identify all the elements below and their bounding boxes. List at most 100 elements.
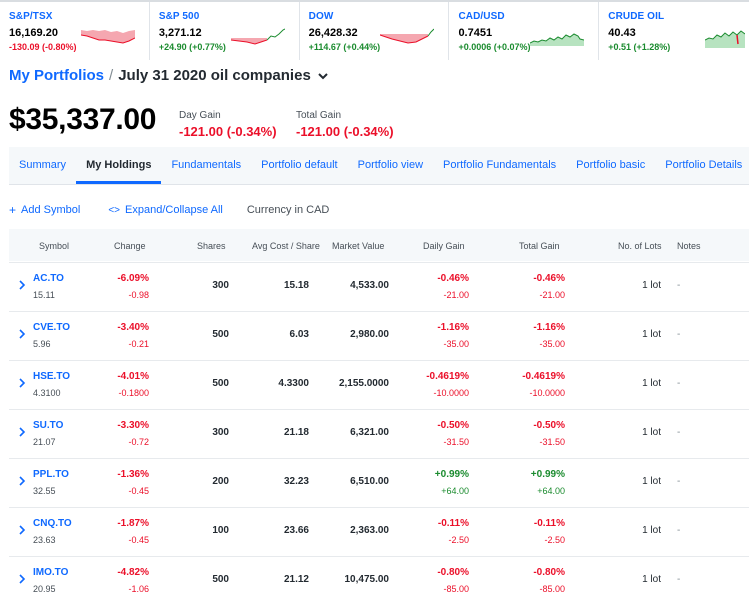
symbol-link[interactable]: HSE.TO xyxy=(33,371,71,382)
expand-collapse-label: Expand/Collapse All xyxy=(125,204,223,216)
tab-portfolio-fundamentals[interactable]: Portfolio Fundamentals xyxy=(443,159,557,171)
lots-value[interactable]: 1 lot xyxy=(642,476,661,487)
day-gain-label: Day Gain xyxy=(179,110,221,121)
notes-value[interactable]: - xyxy=(677,378,681,389)
table-row[interactable]: PPL.TO 32.55 -1.36% -0.45 200 32.23 6,510.00 +0… xyxy=(9,458,749,504)
ticker-cad-usd[interactable]: CAD/USD 0.7451 +0.0006 (+0.07%) xyxy=(449,2,600,60)
ticker-change: +0.0006 (+0.07%) xyxy=(458,42,531,52)
shares-value: 500 xyxy=(212,378,229,389)
table-row[interactable]: HSE.TO 4.3100 -4.01% -0.1800 500 4.3300 2,155.… xyxy=(9,360,749,406)
ticker-change: +114.67 (+0.44%) xyxy=(308,42,381,52)
ticker-sp-tsx[interactable]: S&P/TSX 16,169.20 -130.09 (-0.80%) xyxy=(0,2,150,60)
avg-cost-value: 6.03 xyxy=(289,329,309,340)
ticker-price: 16,169.20 xyxy=(9,27,58,39)
ticker-name: CAD/USD xyxy=(458,11,505,22)
symbol-link[interactable]: AC.TO xyxy=(33,273,64,284)
change-value: -1.06 xyxy=(128,584,149,594)
tab-fundamentals[interactable]: Fundamentals xyxy=(171,159,242,171)
col-change[interactable]: Change xyxy=(114,241,146,251)
col-market-value[interactable]: Market Value xyxy=(332,241,385,251)
col-avg-cost[interactable]: Avg Cost / Share xyxy=(252,241,320,251)
lots-value[interactable]: 1 lot xyxy=(642,574,661,585)
ticker-dow[interactable]: DOW 26,428.32 +114.67 (+0.44%) xyxy=(300,2,450,60)
chevron-right-icon[interactable] xyxy=(17,475,27,487)
last-price: 4.3100 xyxy=(33,388,61,398)
notes-value[interactable]: - xyxy=(677,280,681,291)
tab-portfolio-details[interactable]: Portfolio Details xyxy=(665,159,743,171)
tab-my-holdings[interactable]: My Holdings xyxy=(76,147,162,184)
change-value: -0.45 xyxy=(128,486,149,496)
lots-value[interactable]: 1 lot xyxy=(642,525,661,536)
notes-value[interactable]: - xyxy=(677,427,681,438)
tab-portfolio-basic[interactable]: Portfolio basic xyxy=(576,159,646,171)
lots-value[interactable]: 1 lot xyxy=(642,280,661,291)
ticker-crude-oil[interactable]: CRUDE OIL 40.43 +0.51 (+1.28%) xyxy=(599,2,749,60)
notes-value[interactable]: - xyxy=(677,476,681,487)
table-row[interactable]: CNQ.TO 23.63 -1.87% -0.45 100 23.66 2,363.00 -0… xyxy=(9,507,749,553)
daily-gain-percent: -0.46% xyxy=(437,273,469,284)
chevron-right-icon[interactable] xyxy=(17,524,27,536)
chevron-right-icon[interactable] xyxy=(17,573,27,585)
daily-gain-value: -2.50 xyxy=(448,535,469,545)
shares-value: 500 xyxy=(212,574,229,585)
col-total-gain[interactable]: Total Gain xyxy=(519,241,560,251)
col-shares[interactable]: Shares xyxy=(197,241,226,251)
notes-value[interactable]: - xyxy=(677,574,681,585)
last-price: 32.55 xyxy=(33,486,56,496)
tab-summary[interactable]: Summary xyxy=(19,159,67,171)
daily-gain-percent: -0.80% xyxy=(437,567,469,578)
chevron-right-icon[interactable] xyxy=(17,328,27,340)
market-value: 2,155.0000 xyxy=(338,378,389,389)
table-row[interactable]: AC.TO 15.11 -6.09% -0.98 300 15.18 4,533.00 -0.… xyxy=(9,262,749,308)
tab-portfolio-view[interactable]: Portfolio view xyxy=(357,159,424,171)
symbol-link[interactable]: CNQ.TO xyxy=(33,518,72,529)
ticker-name: S&P 500 xyxy=(158,11,200,22)
tab-portfolio-default[interactable]: Portfolio default xyxy=(261,159,338,171)
day-gain-value: -121.00 (-0.34%) xyxy=(179,124,277,139)
daily-gain-value: +64.00 xyxy=(441,486,469,496)
notes-value[interactable]: - xyxy=(677,329,681,340)
avg-cost-value: 21.12 xyxy=(283,574,309,585)
table-row[interactable]: SU.TO 21.07 -3.30% -0.72 300 21.18 6,321.00 -0.… xyxy=(9,409,749,455)
chevron-right-icon[interactable] xyxy=(17,279,27,291)
symbol-link[interactable]: PPL.TO xyxy=(33,469,69,480)
total-gain-value: -10.0000 xyxy=(529,388,565,398)
chevron-right-icon[interactable] xyxy=(17,426,27,438)
holdings-toolbar: + Add Symbol <> Expand/Collapse All Curr… xyxy=(9,203,329,217)
table-row[interactable]: CVE.TO 5.96 -3.40% -0.21 500 6.03 2,980.00 -1.1… xyxy=(9,311,749,357)
total-gain-value: -2.50 xyxy=(544,535,565,545)
table-row[interactable]: IMO.TO 20.95 -4.82% -1.06 500 21.12 10,475.00 -… xyxy=(9,556,749,602)
col-symbol[interactable]: Symbol xyxy=(39,241,70,251)
daily-gain-percent: +0.99% xyxy=(434,469,469,480)
lots-value[interactable]: 1 lot xyxy=(642,329,661,340)
daily-gain-value: -85.00 xyxy=(443,584,469,594)
expand-collapse-button[interactable]: <> Expand/Collapse All xyxy=(108,204,223,216)
market-value: 6,321.00 xyxy=(350,427,389,438)
ticker-sp-500[interactable]: S&P 500 3,271.12 +24.90 (+0.77%) xyxy=(150,2,300,60)
portfolio-name[interactable]: July 31 2020 oil companies xyxy=(118,67,311,84)
total-gain-percent: +0.99% xyxy=(530,469,565,480)
col-lots[interactable]: No. of Lots xyxy=(618,241,662,251)
chevron-right-icon[interactable] xyxy=(17,377,27,389)
lots-value[interactable]: 1 lot xyxy=(642,378,661,389)
last-price: 20.95 xyxy=(33,584,56,594)
lots-value[interactable]: 1 lot xyxy=(642,427,661,438)
col-notes[interactable]: Notes xyxy=(677,241,701,251)
holdings-table-header: Symbol Change Shares Avg Cost / Share Ma… xyxy=(9,229,749,261)
notes-value[interactable]: - xyxy=(677,525,681,536)
shares-value: 200 xyxy=(212,476,229,487)
add-symbol-button[interactable]: + Add Symbol xyxy=(9,203,80,217)
change-percent: -1.36% xyxy=(117,469,149,480)
total-gain-percent: -0.11% xyxy=(533,518,565,529)
daily-gain-percent: -0.50% xyxy=(437,420,469,431)
my-portfolios-link[interactable]: My Portfolios xyxy=(9,67,105,84)
market-value: 2,980.00 xyxy=(350,329,389,340)
change-value: -0.21 xyxy=(128,339,149,349)
col-daily-gain[interactable]: Daily Gain xyxy=(423,241,465,251)
symbol-link[interactable]: CVE.TO xyxy=(33,322,71,333)
chevron-down-icon[interactable] xyxy=(317,70,329,82)
ticker-change: +24.90 (+0.77%) xyxy=(158,42,226,52)
total-gain-percent: -0.80% xyxy=(533,567,565,578)
symbol-link[interactable]: IMO.TO xyxy=(33,567,69,578)
symbol-link[interactable]: SU.TO xyxy=(33,420,64,431)
